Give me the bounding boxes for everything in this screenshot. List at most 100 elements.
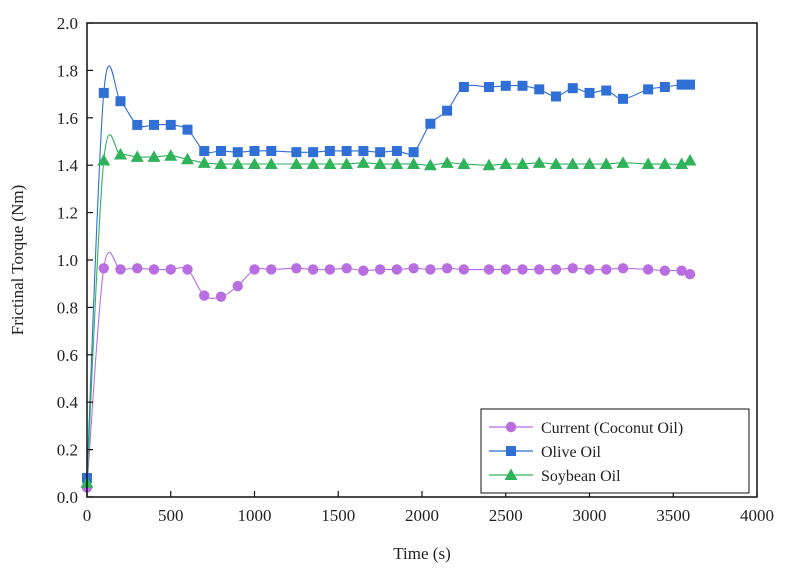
data-point-current-coconut-oil bbox=[676, 265, 687, 276]
data-point-olive-oil bbox=[249, 145, 260, 156]
data-point-olive-oil bbox=[551, 91, 561, 102]
data-point-current-coconut-oil bbox=[165, 264, 176, 275]
data-point-olive-oil bbox=[266, 145, 277, 156]
data-point-current-coconut-oil bbox=[567, 263, 578, 274]
data-point-soybean-oil bbox=[658, 157, 672, 170]
data-point-current-coconut-oil bbox=[132, 263, 143, 274]
data-point-current-coconut-oil bbox=[684, 269, 696, 280]
data-point-olive-oil bbox=[618, 93, 628, 104]
data-point-current-coconut-oil bbox=[659, 265, 671, 276]
data-point-current-coconut-oil bbox=[266, 264, 277, 275]
data-point-soybean-oil bbox=[181, 152, 194, 165]
data-point-current-coconut-oil bbox=[441, 263, 453, 274]
data-point-current-coconut-oil bbox=[182, 264, 193, 275]
data-point-soybean-oil bbox=[566, 157, 580, 170]
data-point-olive-oil bbox=[308, 147, 319, 158]
data-point-soybean-oil bbox=[641, 157, 655, 170]
y-tick-label: 1.4 bbox=[57, 156, 79, 175]
data-point-olive-oil bbox=[517, 80, 528, 91]
series-olive-oil bbox=[82, 65, 695, 484]
data-point-current-coconut-oil bbox=[115, 264, 126, 275]
y-tick-label: 0.2 bbox=[57, 441, 78, 460]
data-point-olive-oil bbox=[685, 79, 695, 90]
legend-label-olive-oil: Olive Oil bbox=[541, 444, 602, 461]
data-point-current-coconut-oil bbox=[148, 264, 160, 275]
data-point-olive-oil bbox=[500, 80, 511, 91]
y-tick-label: 0.8 bbox=[57, 298, 78, 317]
data-point-soybean-oil bbox=[248, 157, 261, 170]
x-tick-label: 2500 bbox=[489, 506, 523, 525]
data-point-olive-oil bbox=[216, 145, 226, 156]
data-point-olive-oil bbox=[375, 147, 386, 158]
data-point-olive-oil bbox=[98, 87, 109, 98]
data-point-soybean-oil bbox=[516, 157, 529, 170]
data-point-soybean-oil bbox=[340, 157, 354, 170]
data-point-soybean-oil bbox=[457, 157, 471, 170]
data-point-soybean-oil bbox=[583, 157, 596, 170]
data-point-olive-oil bbox=[484, 81, 494, 92]
series-soybean-oil bbox=[80, 134, 697, 488]
series-current-coconut-oil bbox=[81, 251, 696, 493]
data-point-olive-oil bbox=[442, 105, 453, 116]
data-point-olive-oil bbox=[643, 84, 654, 95]
x-tick-label: 3500 bbox=[656, 506, 690, 525]
data-point-soybean-oil bbox=[306, 157, 320, 170]
x-tick-label: 500 bbox=[158, 506, 184, 525]
data-point-current-coconut-oil bbox=[517, 264, 528, 275]
data-point-soybean-oil bbox=[599, 157, 613, 170]
data-point-olive-oil bbox=[659, 81, 670, 92]
y-tick-label: 1.0 bbox=[57, 251, 78, 270]
data-point-olive-oil bbox=[324, 145, 335, 156]
y-tick-label: 1.2 bbox=[57, 204, 78, 223]
data-point-soybean-oil bbox=[499, 157, 513, 170]
data-point-soybean-oil bbox=[423, 158, 437, 171]
data-point-soybean-oil bbox=[197, 156, 211, 168]
legend-label-current-coconut-oil: Current (Coconut Oil) bbox=[541, 420, 683, 437]
data-point-olive-oil bbox=[358, 145, 369, 156]
data-point-current-coconut-oil bbox=[291, 263, 302, 274]
data-point-soybean-oil bbox=[390, 157, 404, 170]
data-point-soybean-oil bbox=[356, 156, 370, 168]
legend-marker-soybean-oil bbox=[504, 468, 518, 480]
data-point-soybean-oil bbox=[407, 157, 421, 170]
data-point-current-coconut-oil bbox=[341, 263, 352, 274]
data-point-current-coconut-oil bbox=[425, 264, 436, 275]
ticks-layer: 0 500 1000 1500 2000 2500 3000 3500 4000 0.0 0.2 0.… bbox=[57, 14, 774, 525]
data-point-olive-oil bbox=[199, 145, 210, 156]
y-tick-label: 0.4 bbox=[57, 393, 79, 412]
data-point-soybean-oil bbox=[97, 153, 111, 166]
data-point-olive-oil bbox=[115, 96, 126, 107]
data-point-olive-oil bbox=[391, 145, 402, 156]
x-tick-label: 4000 bbox=[740, 506, 774, 525]
data-point-olive-oil bbox=[291, 147, 302, 158]
data-point-olive-oil bbox=[458, 81, 469, 92]
data-point-soybean-oil bbox=[289, 157, 303, 170]
data-point-current-coconut-oil bbox=[642, 264, 654, 275]
y-tick-label: 1.8 bbox=[57, 61, 78, 80]
x-tick-label: 0 bbox=[83, 506, 92, 525]
data-point-soybean-oil bbox=[683, 153, 697, 166]
data-point-current-coconut-oil bbox=[617, 263, 629, 274]
data-point-current-coconut-oil bbox=[324, 264, 336, 275]
y-axis-title: Frictinal Torque (Nm) bbox=[8, 185, 27, 336]
data-point-olive-oil bbox=[408, 147, 419, 158]
data-point-soybean-oil bbox=[373, 157, 387, 170]
data-point-soybean-oil bbox=[482, 158, 496, 171]
data-point-olive-oil bbox=[425, 118, 436, 129]
x-tick-label: 1000 bbox=[238, 506, 272, 525]
data-point-olive-oil bbox=[534, 84, 545, 95]
data-point-olive-oil bbox=[584, 87, 595, 98]
data-point-current-coconut-oil bbox=[307, 264, 319, 275]
y-tick-label: 0.6 bbox=[57, 346, 78, 365]
x-tick-label: 1500 bbox=[321, 506, 355, 525]
data-point-soybean-oil bbox=[147, 150, 161, 162]
data-point-current-coconut-oil bbox=[458, 264, 470, 275]
legend-marker-current-coconut-oil bbox=[505, 421, 517, 433]
data-point-soybean-oil bbox=[164, 149, 178, 161]
data-point-soybean-oil bbox=[130, 150, 144, 162]
data-point-soybean-oil bbox=[616, 156, 630, 168]
data-point-soybean-oil bbox=[264, 157, 278, 170]
data-point-current-coconut-oil bbox=[358, 265, 369, 276]
data-point-current-coconut-oil bbox=[408, 263, 419, 274]
